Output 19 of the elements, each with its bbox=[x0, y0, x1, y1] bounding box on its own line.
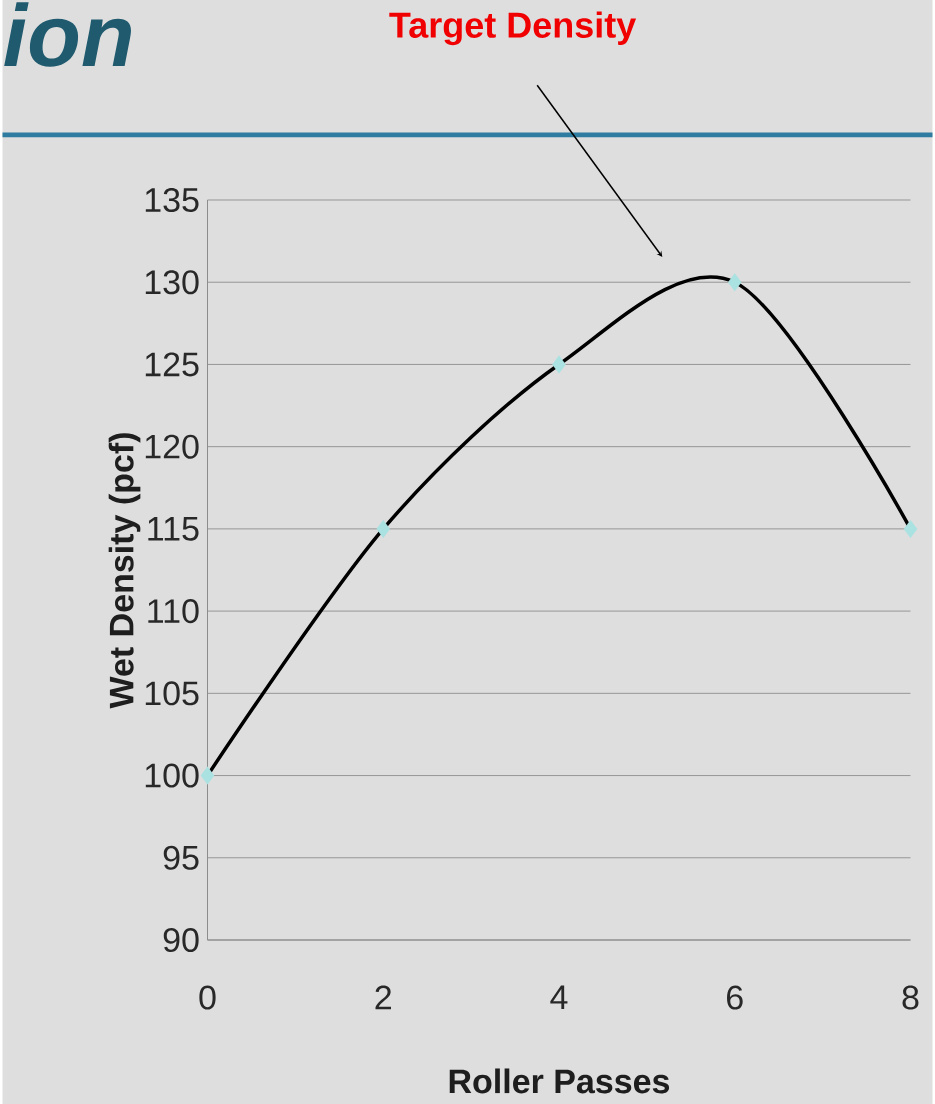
x-tick-label: 2 bbox=[375, 985, 391, 1010]
y-tick-label: 115 bbox=[148, 517, 199, 541]
y-tick-label: 100 bbox=[145, 763, 199, 788]
y-tick-label: 135 bbox=[145, 187, 199, 213]
y-tick-label: 125 bbox=[145, 352, 199, 377]
x-tick-label: 6 bbox=[727, 985, 743, 1010]
y-tick-label: 120 bbox=[145, 434, 199, 459]
x-tick-label: 4 bbox=[550, 985, 568, 1009]
y-tick-label: 95 bbox=[163, 845, 199, 870]
y-axis-title: Wet Density (pcf) bbox=[108, 433, 141, 709]
x-tick-label: 0 bbox=[199, 985, 216, 1010]
text: ion bbox=[4, 2, 131, 67]
y-tick-label: 90 bbox=[163, 927, 199, 953]
text: Target Density bbox=[389, 11, 637, 46]
y-tick-label: 130 bbox=[145, 270, 199, 295]
x-tick-label: 8 bbox=[902, 985, 919, 1010]
x-axis-title: Roller Passes bbox=[449, 1068, 670, 1094]
y-tick-label: 105 bbox=[145, 681, 199, 706]
y-tick-label: 110 bbox=[148, 599, 199, 624]
